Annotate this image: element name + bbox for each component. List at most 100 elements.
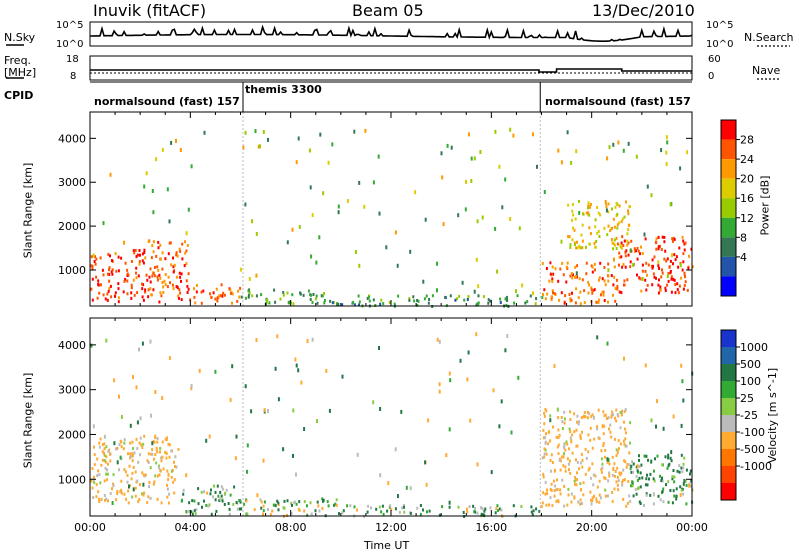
heatmap-cell xyxy=(224,491,227,495)
heatmap-cell xyxy=(424,217,427,222)
heatmap-cell xyxy=(103,442,106,446)
heatmap-cell xyxy=(562,464,565,468)
colorbar-tick-label: 12 xyxy=(740,212,754,225)
heatmap-cell xyxy=(618,204,621,208)
heatmap-cell xyxy=(105,445,108,449)
heatmap-cell xyxy=(123,279,126,283)
heatmap-cell xyxy=(570,160,573,165)
heatmap-cell xyxy=(598,493,601,497)
heatmap-cell xyxy=(673,278,676,282)
heatmap-cell xyxy=(575,458,577,462)
heatmap-cell xyxy=(496,504,499,508)
heatmap-cell xyxy=(603,414,606,417)
heatmap-cell xyxy=(236,299,239,303)
heatmap-cell xyxy=(626,243,629,247)
heatmap-cell xyxy=(398,511,401,514)
heatmap-cell xyxy=(559,492,562,496)
heatmap-cell xyxy=(170,263,173,267)
heatmap-cell xyxy=(661,463,664,467)
heatmap-cell xyxy=(138,260,141,263)
colorbar-swatch xyxy=(721,330,736,347)
heatmap-cell xyxy=(574,275,576,279)
heatmap-cell xyxy=(352,300,355,304)
heatmap-cell xyxy=(377,154,380,159)
heatmap-cell xyxy=(468,132,470,137)
heatmap-cell xyxy=(143,184,146,189)
heatmap-cell xyxy=(543,414,546,418)
heatmap-cell xyxy=(561,420,564,424)
heatmap-cell xyxy=(282,291,285,294)
heatmap-cell xyxy=(567,203,570,207)
heatmap-cell xyxy=(659,285,662,289)
heatmap-cell xyxy=(357,294,360,298)
heatmap-cell xyxy=(492,388,495,393)
heatmap-cell xyxy=(639,277,642,281)
heatmap-cell xyxy=(120,491,123,495)
heatmap-cell xyxy=(186,284,189,288)
heatmap-cell xyxy=(464,207,467,212)
heatmap-cell xyxy=(228,507,231,511)
heatmap-cell xyxy=(561,261,564,265)
heatmap-cell xyxy=(571,209,574,213)
heatmap-cell xyxy=(543,288,546,292)
heatmap-cell xyxy=(636,273,638,277)
heatmap-cell xyxy=(588,466,591,470)
freq-panel-frame xyxy=(89,55,693,81)
heatmap-cell xyxy=(679,166,682,171)
heatmap-cell xyxy=(561,455,564,459)
heatmap-cell xyxy=(267,137,269,142)
colorbar-tick-label: -100 xyxy=(740,426,765,439)
heatmap-cell xyxy=(109,492,112,495)
heatmap-cell xyxy=(103,494,106,497)
heatmap-cell xyxy=(639,502,642,505)
heatmap-cell xyxy=(116,490,119,494)
heatmap-cell xyxy=(589,203,592,206)
heatmap-cell xyxy=(571,276,574,280)
heatmap-cell xyxy=(570,492,573,496)
heatmap-cell xyxy=(494,511,497,515)
heatmap-cell xyxy=(612,247,615,251)
heatmap-cell xyxy=(593,288,596,292)
heatmap-cell xyxy=(207,504,210,508)
heatmap-cell xyxy=(293,501,296,505)
heatmap-cell xyxy=(353,129,356,134)
heatmap-cell xyxy=(626,462,629,466)
heatmap-cell xyxy=(613,487,616,491)
heatmap-cell xyxy=(602,410,605,414)
heatmap-cell xyxy=(603,279,606,283)
noise-right-tick-top: 10^5 xyxy=(706,20,734,31)
heatmap-cell xyxy=(559,267,562,271)
heatmap-cell xyxy=(166,187,169,192)
heatmap-cell xyxy=(152,271,155,275)
heatmap-cell xyxy=(613,474,616,478)
heatmap-cell xyxy=(277,503,280,507)
heatmap-cell xyxy=(353,505,356,509)
heatmap-cell xyxy=(617,140,620,145)
heatmap-cell xyxy=(286,291,289,295)
heatmap-cell xyxy=(123,441,126,445)
freq-left-label: Freq. xyxy=(4,54,32,67)
heatmap-cell xyxy=(164,437,167,441)
heatmap-cell xyxy=(683,242,686,246)
heatmap-cell xyxy=(645,492,648,496)
heatmap-cell xyxy=(231,292,234,296)
heatmap-cell xyxy=(120,445,123,449)
heatmap-cell xyxy=(325,368,328,373)
heatmap-cell xyxy=(179,275,182,279)
heatmap-cell xyxy=(625,431,627,435)
heatmap-cell xyxy=(449,378,452,383)
heatmap-cell xyxy=(628,463,631,467)
heatmap-cell xyxy=(592,473,595,477)
heatmap-cell xyxy=(231,301,233,305)
heatmap-cell xyxy=(441,175,444,180)
heatmap-cell xyxy=(145,273,148,277)
heatmap-cell xyxy=(569,410,572,414)
heatmap-cell xyxy=(158,273,161,277)
heatmap-cell xyxy=(683,283,686,287)
heatmap-cell xyxy=(613,243,616,247)
x-tick-label: 04:00 xyxy=(174,521,206,534)
heatmap-cell xyxy=(627,209,629,213)
heatmap-cell xyxy=(611,226,614,230)
heatmap-cell xyxy=(158,464,160,468)
heatmap-cell xyxy=(549,459,552,462)
